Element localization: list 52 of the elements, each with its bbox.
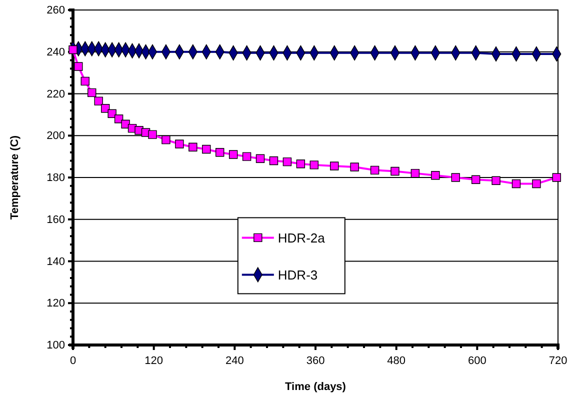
point: [74, 62, 83, 71]
point: [552, 173, 562, 182]
x-tick-label: 600: [468, 354, 486, 367]
point: [80, 76, 90, 86]
point: [100, 104, 110, 113]
point: [350, 162, 359, 172]
point: [390, 166, 400, 176]
point: [269, 156, 278, 166]
point: [94, 96, 103, 106]
point: [242, 152, 252, 161]
x-tick-label: 720: [548, 354, 568, 367]
point: [492, 176, 500, 185]
y-tick-label: 100: [46, 340, 65, 352]
y-tick-label: 120: [46, 298, 65, 310]
y-tick-label: 140: [46, 256, 65, 268]
point: [215, 148, 224, 157]
x-tick-label: 240: [225, 354, 244, 367]
point: [471, 175, 480, 184]
legend-label: HDR-2a: [278, 230, 326, 246]
point: [330, 162, 339, 170]
point: [532, 179, 541, 188]
point: [451, 173, 460, 182]
point: [282, 157, 292, 166]
x-axis-title: Time (days): [285, 381, 346, 393]
y-tick-label: 220: [46, 88, 65, 100]
point: [202, 144, 211, 154]
legend-label: HDR-3: [278, 268, 318, 283]
x-tick-label: 480: [387, 354, 406, 367]
point: [370, 166, 380, 175]
point: [228, 150, 238, 159]
point: [296, 160, 306, 168]
point: [431, 171, 440, 180]
point: [108, 109, 116, 118]
point: [256, 154, 265, 164]
point: [162, 135, 170, 144]
point: [175, 140, 184, 148]
y-tick-label: 240: [46, 46, 65, 58]
point: [88, 88, 96, 98]
point: [188, 142, 198, 152]
point: [310, 160, 319, 170]
point: [410, 168, 420, 178]
point: [121, 120, 130, 128]
y-tick-label: 180: [46, 172, 65, 184]
y-tick-label: 160: [46, 214, 65, 226]
point: [512, 179, 521, 188]
x-tick-label: 360: [306, 354, 325, 367]
x-tick-label: 0: [70, 354, 76, 367]
point: [148, 130, 157, 139]
x-tick-label: 120: [144, 354, 164, 367]
y-tick-label: 260: [46, 4, 65, 17]
y-axis-title: Temperature (C): [9, 135, 21, 220]
y-tick-label: 200: [46, 130, 65, 142]
